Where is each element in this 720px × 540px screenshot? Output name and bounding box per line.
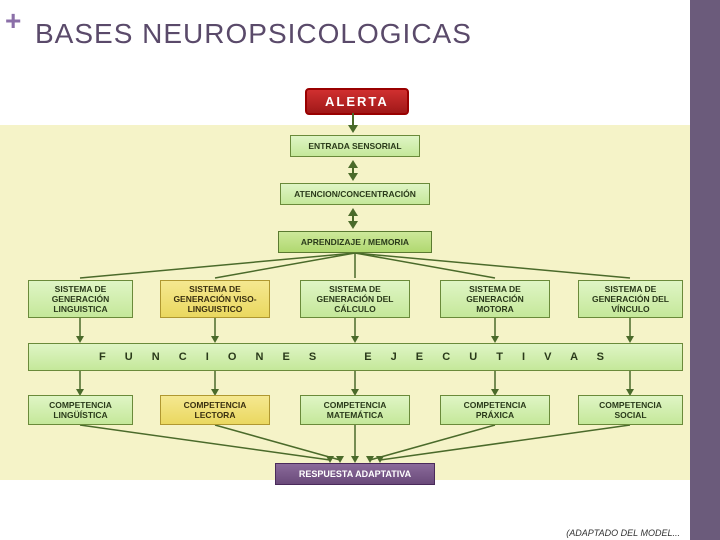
competencia-node: COMPETENCIA LECTORA [160, 395, 270, 425]
funciones-label-b: E J E C U T I V A S [364, 351, 612, 363]
competencia-node: COMPETENCIA MATEMÁTICA [300, 395, 410, 425]
sistema-node: SISTEMA DE GENERACIÓN LINGUISTICA [28, 280, 133, 318]
footer-attribution: (ADAPTADO DEL MODEL... [566, 528, 680, 538]
arrow-down-icon [348, 125, 358, 133]
competencia-node: COMPETENCIA PRÁXICA [440, 395, 550, 425]
sistema-node: SISTEMA DE GENERACIÓN DEL CÁLCULO [300, 280, 410, 318]
accent-border-right [690, 0, 720, 540]
funciones-node: F U N C I O N E S E J E C U T I V A S [28, 343, 683, 371]
plus-icon: + [5, 5, 21, 37]
sistema-node: SISTEMA DE GENERACIÓN DEL VÍNCULO [578, 280, 683, 318]
aprendizaje-node: APRENDIZAJE / MEMORIA [278, 231, 432, 253]
arrow-down-icon [348, 173, 358, 181]
page-title: BASES NEUROPSICOLOGICAS [35, 18, 472, 50]
arrows-to-competencias [0, 371, 690, 396]
arrow-down-icon [348, 221, 358, 229]
arrows-to-funciones [0, 318, 690, 343]
converge-arrows [0, 425, 690, 465]
respuesta-node: RESPUESTA ADAPTATIVA [275, 463, 435, 485]
atencion-node: ATENCION/CONCENTRACIÓN [280, 183, 430, 205]
sistema-node: SISTEMA DE GENERACIÓN VISO-LINGUISTICO [160, 280, 270, 318]
competencia-node: COMPETENCIA SOCIAL [578, 395, 683, 425]
entrada-node: ENTRADA SENSORIAL [290, 135, 420, 157]
funciones-label-a: F U N C I O N E S [99, 351, 324, 363]
competencia-node: COMPETENCIA LINGÜÍSTICA [28, 395, 133, 425]
fanout-arrows [0, 253, 690, 283]
sistema-node: SISTEMA DE GENERACIÓN MOTORA [440, 280, 550, 318]
alerta-label: ALERTA [305, 88, 409, 115]
